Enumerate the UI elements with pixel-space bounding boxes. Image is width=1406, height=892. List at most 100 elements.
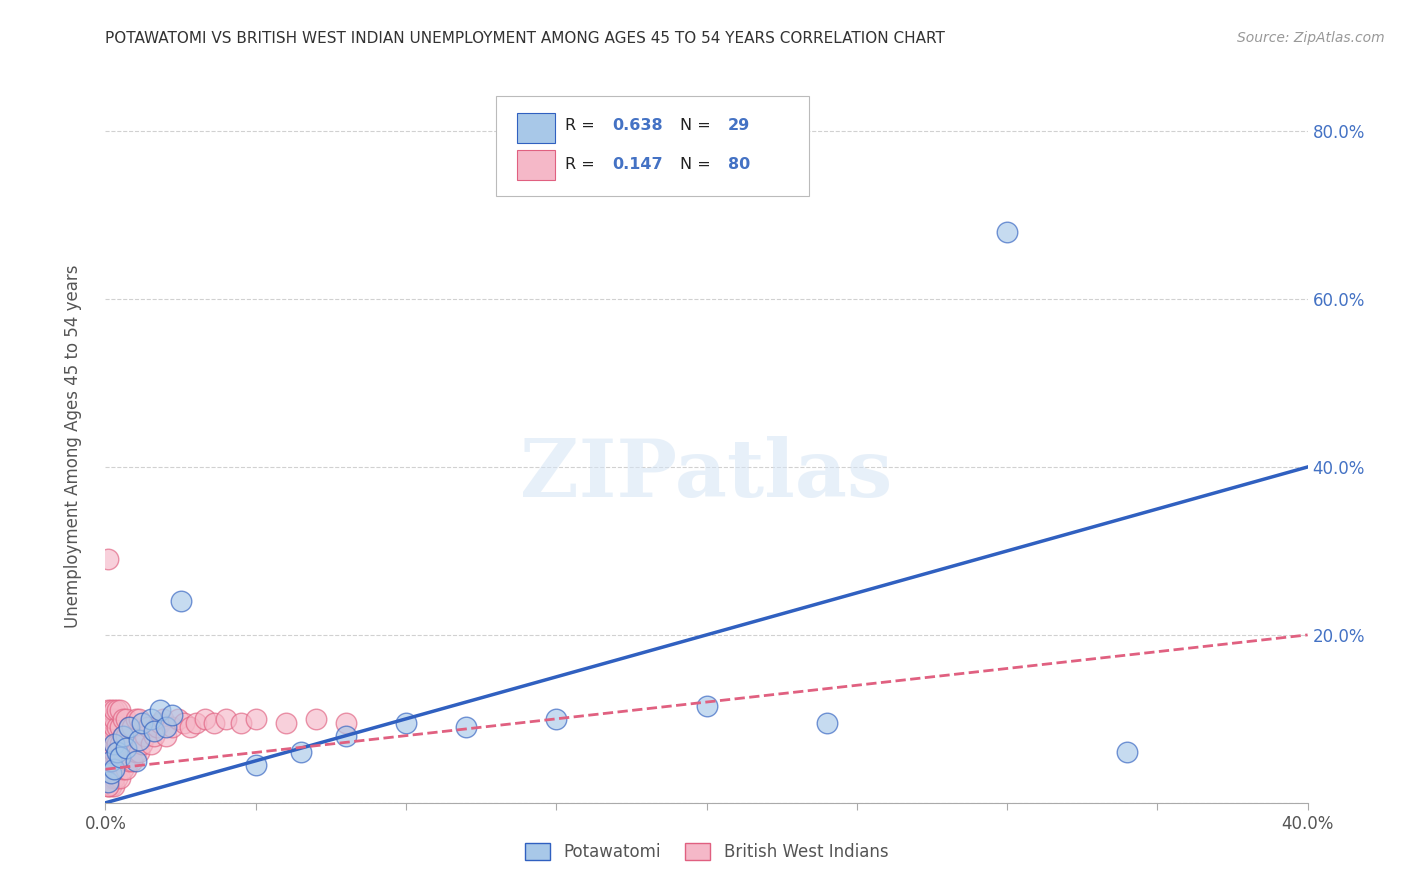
- Point: [97, 746, 120, 760]
- Point: [100, 754, 122, 768]
- Point: [103, 712, 125, 726]
- Y-axis label: Unemployment Among Ages 45 to 54 years: Unemployment Among Ages 45 to 54 years: [63, 264, 82, 628]
- Point: [103, 729, 125, 743]
- Point: [110, 737, 132, 751]
- Point: [245, 712, 267, 726]
- Point: [179, 720, 201, 734]
- Point: [100, 712, 122, 726]
- Point: [139, 737, 162, 751]
- Point: [100, 703, 122, 717]
- Point: [229, 716, 252, 731]
- Point: [194, 712, 217, 726]
- Point: [100, 779, 122, 793]
- Point: [148, 716, 170, 731]
- Point: [97, 774, 120, 789]
- Point: [97, 552, 120, 566]
- Point: [184, 716, 207, 731]
- Text: 80: 80: [728, 157, 751, 171]
- Text: 0.147: 0.147: [613, 157, 664, 171]
- Point: [115, 741, 138, 756]
- Point: [100, 720, 122, 734]
- Point: [115, 712, 138, 726]
- Point: [115, 729, 138, 743]
- Point: [110, 720, 132, 734]
- FancyBboxPatch shape: [516, 150, 555, 180]
- Point: [145, 720, 167, 734]
- Point: [155, 729, 177, 743]
- Point: [454, 720, 477, 734]
- Point: [107, 703, 129, 717]
- Point: [97, 779, 120, 793]
- Point: [112, 746, 135, 760]
- Text: R =: R =: [565, 118, 599, 133]
- Point: [124, 754, 146, 768]
- Point: [134, 729, 156, 743]
- Point: [335, 729, 357, 743]
- Point: [103, 737, 125, 751]
- Point: [546, 712, 568, 726]
- Point: [100, 766, 122, 780]
- Point: [202, 716, 225, 731]
- Text: POTAWATOMI VS BRITISH WEST INDIAN UNEMPLOYMENT AMONG AGES 45 TO 54 YEARS CORRELA: POTAWATOMI VS BRITISH WEST INDIAN UNEMPL…: [105, 31, 945, 46]
- Point: [97, 737, 120, 751]
- Point: [97, 703, 120, 717]
- Text: 29: 29: [728, 118, 751, 133]
- Point: [110, 754, 132, 768]
- Point: [160, 707, 183, 722]
- Point: [173, 716, 195, 731]
- FancyBboxPatch shape: [496, 96, 808, 196]
- Point: [305, 712, 328, 726]
- Point: [100, 771, 122, 785]
- Point: [128, 732, 150, 747]
- Point: [139, 712, 162, 726]
- Point: [110, 771, 132, 785]
- Text: 0.638: 0.638: [613, 118, 664, 133]
- Point: [152, 712, 174, 726]
- Point: [142, 729, 165, 743]
- Point: [815, 716, 838, 731]
- Point: [103, 703, 125, 717]
- Point: [107, 720, 129, 734]
- Point: [107, 754, 129, 768]
- Point: [103, 762, 125, 776]
- Point: [103, 754, 125, 768]
- Point: [100, 762, 122, 776]
- Point: [100, 729, 122, 743]
- Point: [155, 720, 177, 734]
- Point: [107, 771, 129, 785]
- Point: [112, 729, 135, 743]
- Point: [274, 716, 297, 731]
- Point: [115, 746, 138, 760]
- Point: [97, 771, 120, 785]
- Point: [128, 712, 150, 726]
- FancyBboxPatch shape: [516, 112, 555, 143]
- Point: [214, 712, 236, 726]
- Point: [107, 737, 129, 751]
- Point: [995, 225, 1018, 239]
- Point: [131, 737, 153, 751]
- Point: [110, 703, 132, 717]
- Point: [107, 746, 129, 760]
- Point: [100, 754, 122, 768]
- Point: [97, 712, 120, 726]
- Point: [131, 716, 153, 731]
- Point: [121, 754, 143, 768]
- Point: [290, 746, 312, 760]
- Text: R =: R =: [565, 157, 599, 171]
- Point: [100, 746, 122, 760]
- Point: [100, 737, 122, 751]
- Point: [103, 720, 125, 734]
- Point: [97, 729, 120, 743]
- Point: [112, 712, 135, 726]
- Point: [118, 720, 141, 734]
- Point: [97, 754, 120, 768]
- Point: [103, 779, 125, 793]
- Point: [148, 703, 170, 717]
- Point: [97, 720, 120, 734]
- Point: [121, 720, 143, 734]
- Point: [112, 762, 135, 776]
- Point: [1116, 746, 1139, 760]
- Point: [124, 746, 146, 760]
- Point: [128, 746, 150, 760]
- Point: [97, 762, 120, 776]
